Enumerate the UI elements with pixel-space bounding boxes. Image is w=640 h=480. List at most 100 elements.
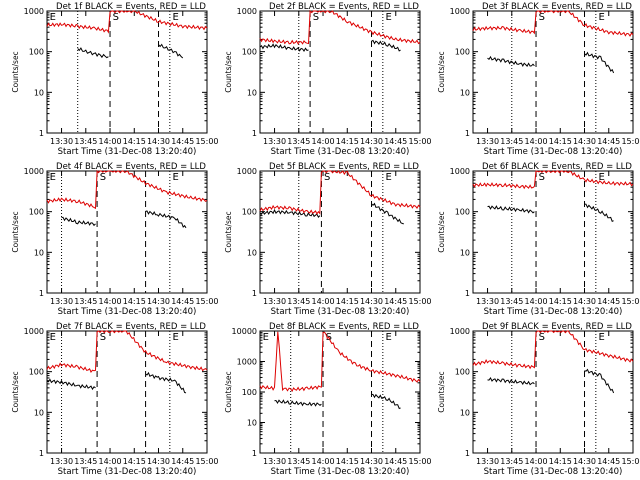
panel-det-4: Det 4f BLACK = Events, RED = LLD 1 10 100 10… bbox=[11, 162, 219, 317]
x-tick-label: 14:15 bbox=[549, 457, 572, 466]
series-lld-line bbox=[46, 10, 208, 34]
x-tick-label: 14:15 bbox=[336, 137, 359, 146]
plot-frame bbox=[472, 330, 634, 454]
marker-label-s: S bbox=[539, 332, 545, 343]
y-tick-label: 1 bbox=[39, 129, 44, 138]
y-tick-label: 10 bbox=[460, 88, 470, 97]
y-tick-label: 1 bbox=[465, 289, 470, 298]
plot-frame bbox=[259, 330, 421, 454]
panel-det-1: Det 1f BLACK = Events, RED = LLD 1 10 100 10… bbox=[11, 2, 219, 157]
marker-label-e: E bbox=[50, 172, 56, 183]
y-tick-label: 1000 bbox=[24, 327, 44, 336]
marker-label-s: S bbox=[324, 172, 330, 183]
x-tick-label: 14:45 bbox=[171, 137, 194, 146]
y-tick-label: 10 bbox=[34, 408, 44, 417]
y-axis-label: Counts/sec bbox=[224, 51, 233, 92]
series-lld-line bbox=[259, 170, 421, 215]
y-tick-label: 10 bbox=[460, 248, 470, 257]
x-tick-label: 13:45 bbox=[500, 297, 523, 306]
x-axis-label: Start Time (31-Dec-08 13:20:40) bbox=[58, 467, 197, 477]
x-axis-label: Start Time (31-Dec-08 13:20:40) bbox=[271, 307, 410, 317]
x-axis-label: Start Time (31-Dec-08 13:20:40) bbox=[271, 467, 410, 477]
x-tick-label: 14:30 bbox=[573, 297, 596, 306]
x-tick-label: 14:30 bbox=[573, 137, 596, 146]
y-axis-label: Counts/sec bbox=[11, 51, 20, 92]
series-events-line bbox=[158, 43, 184, 59]
x-tick-label: 14:15 bbox=[123, 297, 146, 306]
y-tick-label: 10000 bbox=[232, 327, 257, 336]
y-axis-label: Counts/sec bbox=[437, 371, 446, 412]
y-tick-label: 100 bbox=[242, 208, 257, 217]
x-tick-label: 13:45 bbox=[500, 137, 523, 146]
x-tick-label: 14:45 bbox=[384, 297, 407, 306]
series-events-line bbox=[61, 216, 96, 227]
marker-label-e: E bbox=[598, 12, 604, 23]
x-tick-label: 14:00 bbox=[98, 297, 121, 306]
x-tick-label: 13:30 bbox=[263, 457, 286, 466]
x-tick-label: 14:00 bbox=[311, 457, 334, 466]
x-tick-label: 14:45 bbox=[597, 297, 620, 306]
x-tick-label: 15:00 bbox=[408, 457, 431, 466]
x-tick-label: 13:30 bbox=[263, 137, 286, 146]
x-tick-label: 13:45 bbox=[287, 297, 310, 306]
x-tick-label: 13:30 bbox=[476, 457, 499, 466]
x-tick-label: 13:45 bbox=[287, 137, 310, 146]
marker-label-s: S bbox=[100, 332, 106, 343]
series-events-line bbox=[259, 43, 309, 52]
series-events-line bbox=[371, 39, 401, 52]
panel-title: Det 3f BLACK = Events, RED = LLD bbox=[482, 2, 632, 12]
y-tick-label: 10 bbox=[247, 419, 257, 428]
x-tick-label: 14:45 bbox=[384, 457, 407, 466]
marker-label-s: S bbox=[313, 12, 319, 23]
x-tick-label: 14:00 bbox=[524, 297, 547, 306]
x-tick-label: 15:00 bbox=[408, 137, 431, 146]
series-events-line bbox=[371, 202, 404, 225]
y-tick-label: 100 bbox=[29, 368, 44, 377]
y-tick-label: 1 bbox=[252, 449, 257, 458]
x-tick-label: 14:30 bbox=[147, 137, 170, 146]
x-tick-label: 13:30 bbox=[50, 297, 73, 306]
x-tick-label: 14:00 bbox=[311, 137, 334, 146]
y-tick-label: 1 bbox=[39, 449, 44, 458]
y-tick-label: 1000 bbox=[237, 358, 257, 367]
plot-frame bbox=[472, 170, 634, 294]
panel-det-5: Det 5f BLACK = Events, RED = LLD 1 10 100 10… bbox=[224, 162, 432, 317]
x-axis-label: Start Time (31-Dec-08 13:20:40) bbox=[484, 467, 623, 477]
series-lld-line bbox=[472, 10, 634, 37]
x-tick-label: 15:00 bbox=[621, 137, 640, 146]
y-axis-label: Counts/sec bbox=[437, 51, 446, 92]
series-events-line bbox=[77, 47, 109, 59]
x-tick-label: 14:15 bbox=[549, 137, 572, 146]
x-tick-label: 14:00 bbox=[311, 297, 334, 306]
series-events-line bbox=[259, 208, 321, 218]
panel-title: Det 6f BLACK = Events, RED = LLD bbox=[482, 162, 632, 172]
series-events-line bbox=[584, 51, 615, 74]
marker-label-s: S bbox=[539, 172, 545, 183]
x-tick-label: 13:30 bbox=[263, 297, 286, 306]
series-events-line bbox=[487, 205, 535, 214]
series-events-line bbox=[487, 55, 535, 67]
marker-label-e: E bbox=[385, 172, 391, 183]
panel-det-2: Det 2f BLACK = Events, RED = LLD 1 10 100 10… bbox=[224, 2, 432, 157]
x-tick-label: 15:00 bbox=[195, 137, 218, 146]
y-tick-label: 100 bbox=[29, 48, 44, 57]
x-tick-label: 14:00 bbox=[524, 457, 547, 466]
marker-label-e: E bbox=[172, 332, 178, 343]
marker-label-s: S bbox=[539, 12, 545, 23]
y-tick-label: 1000 bbox=[450, 7, 470, 16]
x-tick-label: 14:45 bbox=[597, 137, 620, 146]
x-tick-label: 14:15 bbox=[549, 297, 572, 306]
panel-title: Det 2f BLACK = Events, RED = LLD bbox=[269, 2, 419, 12]
panel-title: Det 7f BLACK = Events, RED = LLD bbox=[56, 322, 206, 332]
series-lld-line bbox=[46, 330, 208, 373]
y-tick-label: 10 bbox=[34, 88, 44, 97]
plot-frame bbox=[259, 10, 421, 134]
y-tick-label: 1000 bbox=[237, 7, 257, 16]
y-axis-label: Counts/sec bbox=[11, 211, 20, 252]
plot-frame bbox=[259, 170, 421, 294]
x-tick-label: 14:45 bbox=[171, 457, 194, 466]
x-tick-label: 14:00 bbox=[524, 137, 547, 146]
x-tick-label: 14:45 bbox=[171, 297, 194, 306]
x-tick-label: 13:30 bbox=[476, 137, 499, 146]
marker-label-e: E bbox=[172, 12, 178, 23]
